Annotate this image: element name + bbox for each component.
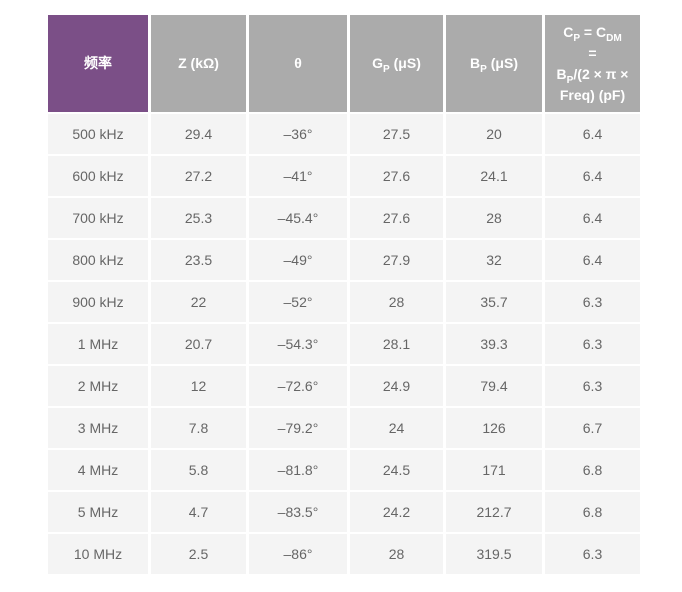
- cell-bp: 39.3: [446, 324, 542, 364]
- cell-frequency: 1 MHz: [48, 324, 148, 364]
- cell-cp: 6.4: [545, 240, 640, 280]
- cell-z: 23.5: [151, 240, 246, 280]
- table-row: 4 MHz 5.8 –81.8° 24.5 171 6.8: [48, 450, 640, 490]
- col-header-z: Z (kΩ): [151, 15, 246, 112]
- table-row: 900 kHz 22 –52° 28 35.7 6.3: [48, 282, 640, 322]
- cell-frequency: 2 MHz: [48, 366, 148, 406]
- cell-theta: –45.4°: [249, 198, 347, 238]
- cell-z: 29.4: [151, 114, 246, 154]
- cell-gp: 28: [350, 282, 443, 322]
- cell-gp: 28: [350, 534, 443, 574]
- cell-theta: –79.2°: [249, 408, 347, 448]
- cell-bp: 24.1: [446, 156, 542, 196]
- cell-z: 27.2: [151, 156, 246, 196]
- cell-frequency: 600 kHz: [48, 156, 148, 196]
- cell-z: 4.7: [151, 492, 246, 532]
- cell-frequency: 900 kHz: [48, 282, 148, 322]
- cell-bp: 171: [446, 450, 542, 490]
- impedance-table-container: 频率 Z (kΩ) θ GP (μS) BP (μS) CP = CDM = BP/(2 × …: [45, 13, 643, 576]
- cell-cp: 6.3: [545, 534, 640, 574]
- col-header-cp: CP = CDM = BP/(2 × π × Freq) (pF): [545, 15, 640, 112]
- cell-bp: 20: [446, 114, 542, 154]
- table-body: 500 kHz 29.4 –36° 27.5 20 6.4 600 kHz 27.2 –41° 2…: [48, 114, 640, 574]
- col-header-frequency: 频率: [48, 15, 148, 112]
- cell-frequency: 3 MHz: [48, 408, 148, 448]
- col-header-gp: GP (μS): [350, 15, 443, 112]
- cell-theta: –86°: [249, 534, 347, 574]
- cell-theta: –72.6°: [249, 366, 347, 406]
- table-row: 5 MHz 4.7 –83.5° 24.2 212.7 6.8: [48, 492, 640, 532]
- cell-gp: 24.9: [350, 366, 443, 406]
- cell-z: 20.7: [151, 324, 246, 364]
- cell-theta: –41°: [249, 156, 347, 196]
- table-row: 3 MHz 7.8 –79.2° 24 126 6.7: [48, 408, 640, 448]
- table-row: 1 MHz 20.7 –54.3° 28.1 39.3 6.3: [48, 324, 640, 364]
- cell-cp: 6.4: [545, 198, 640, 238]
- cell-gp: 27.9: [350, 240, 443, 280]
- cell-bp: 28: [446, 198, 542, 238]
- cell-cp: 6.3: [545, 366, 640, 406]
- cell-bp: 126: [446, 408, 542, 448]
- header-row: 频率 Z (kΩ) θ GP (μS) BP (μS) CP = CDM = BP/(2 × …: [48, 15, 640, 112]
- cell-bp: 35.7: [446, 282, 542, 322]
- cell-theta: –54.3°: [249, 324, 347, 364]
- table-row: 500 kHz 29.4 –36° 27.5 20 6.4: [48, 114, 640, 154]
- cell-gp: 27.6: [350, 198, 443, 238]
- cell-theta: –81.8°: [249, 450, 347, 490]
- cell-gp: 24.5: [350, 450, 443, 490]
- cell-cp: 6.3: [545, 324, 640, 364]
- col-header-theta: θ: [249, 15, 347, 112]
- cell-z: 7.8: [151, 408, 246, 448]
- cell-gp: 27.6: [350, 156, 443, 196]
- table-row: 10 MHz 2.5 –86° 28 319.5 6.3: [48, 534, 640, 574]
- cell-frequency: 10 MHz: [48, 534, 148, 574]
- cell-frequency: 500 kHz: [48, 114, 148, 154]
- table-row: 700 kHz 25.3 –45.4° 27.6 28 6.4: [48, 198, 640, 238]
- cell-cp: 6.8: [545, 450, 640, 490]
- cell-z: 2.5: [151, 534, 246, 574]
- table-row: 2 MHz 12 –72.6° 24.9 79.4 6.3: [48, 366, 640, 406]
- cell-frequency: 4 MHz: [48, 450, 148, 490]
- cell-theta: –36°: [249, 114, 347, 154]
- cell-bp: 32: [446, 240, 542, 280]
- cell-cp: 6.4: [545, 156, 640, 196]
- cell-theta: –52°: [249, 282, 347, 322]
- cell-bp: 79.4: [446, 366, 542, 406]
- cell-cp: 6.3: [545, 282, 640, 322]
- impedance-table: 频率 Z (kΩ) θ GP (μS) BP (μS) CP = CDM = BP/(2 × …: [45, 13, 643, 576]
- cell-z: 25.3: [151, 198, 246, 238]
- cell-theta: –83.5°: [249, 492, 347, 532]
- cell-frequency: 800 kHz: [48, 240, 148, 280]
- table-row: 800 kHz 23.5 –49° 27.9 32 6.4: [48, 240, 640, 280]
- cell-gp: 27.5: [350, 114, 443, 154]
- cell-gp: 24.2: [350, 492, 443, 532]
- cell-bp: 319.5: [446, 534, 542, 574]
- cell-z: 5.8: [151, 450, 246, 490]
- cell-theta: –49°: [249, 240, 347, 280]
- cell-gp: 28.1: [350, 324, 443, 364]
- cell-bp: 212.7: [446, 492, 542, 532]
- cell-frequency: 5 MHz: [48, 492, 148, 532]
- cell-z: 12: [151, 366, 246, 406]
- col-header-bp: BP (μS): [446, 15, 542, 112]
- table-row: 600 kHz 27.2 –41° 27.6 24.1 6.4: [48, 156, 640, 196]
- cell-gp: 24: [350, 408, 443, 448]
- cell-frequency: 700 kHz: [48, 198, 148, 238]
- cell-cp: 6.4: [545, 114, 640, 154]
- cell-cp: 6.7: [545, 408, 640, 448]
- cell-cp: 6.8: [545, 492, 640, 532]
- cell-z: 22: [151, 282, 246, 322]
- table-head: 频率 Z (kΩ) θ GP (μS) BP (μS) CP = CDM = BP/(2 × …: [48, 15, 640, 112]
